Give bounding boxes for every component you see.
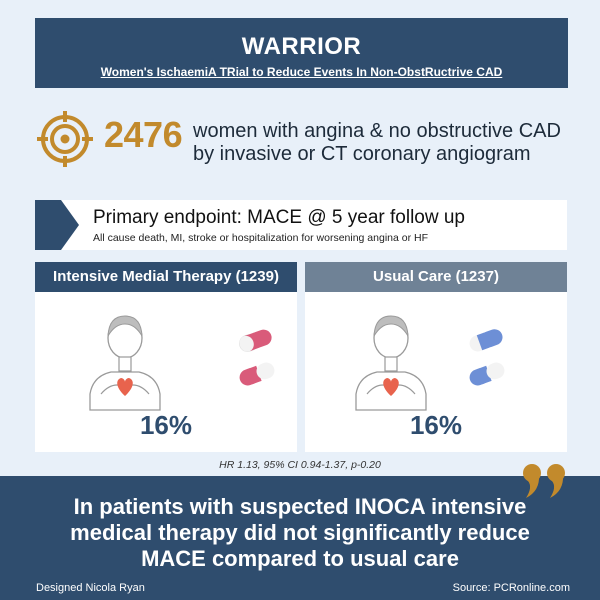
pill-icon-upper xyxy=(239,329,272,352)
conclusion-text: In patients with suspected INOCA intensi… xyxy=(20,494,580,572)
population-line-2: by invasive or CT coronary angiogram xyxy=(193,143,531,165)
conclusion-panel: In patients with suspected INOCA intensi… xyxy=(0,476,600,600)
pill-icon-lower xyxy=(239,362,275,386)
patient-with-pills-illustration xyxy=(89,315,275,411)
designer-credit: Designed Nicola Ryan xyxy=(36,582,145,594)
arm-usual-care-label: Usual Care (1237) xyxy=(305,262,567,292)
population-line-1: women with angina & no obstructive CAD xyxy=(193,120,561,142)
title-banner: WARRIOR Women's IschaemiA TRial to Reduc… xyxy=(35,18,568,88)
endpoint-title: Primary endpoint: MACE @ 5 year follow u… xyxy=(93,207,465,228)
patient-with-pills-illustration xyxy=(355,315,505,411)
trial-title: WARRIOR xyxy=(241,33,362,60)
quote-mark-icon xyxy=(523,464,565,498)
source-credit: Source: PCRonline.com xyxy=(452,582,570,594)
woman-icon xyxy=(355,315,427,411)
target-icon xyxy=(37,111,93,167)
conclusion-line-1: In patients with suspected INOCA intensi… xyxy=(73,494,527,519)
conclusion-line-3: MACE compared to usual care xyxy=(141,546,459,571)
pill-icon-upper xyxy=(469,329,503,352)
arm-intensive-label: Intensive Medial Therapy (1239) xyxy=(35,262,297,292)
chevron-right-icon xyxy=(35,200,79,250)
arm-intensive-panel: Intensive Medial Therapy (1239) 16% xyxy=(35,262,297,452)
hazard-ratio-stats: HR 1.13, 95% CI 0.94-1.37, p-0.20 xyxy=(219,459,381,471)
arm-intensive-mace-rate: 16% xyxy=(139,410,193,440)
primary-endpoint-box: Primary endpoint: MACE @ 5 year follow u… xyxy=(35,200,567,250)
trial-subtitle-text: Women's IschaemiA TRial to Reduce Events… xyxy=(100,65,503,79)
endpoint-definition: All cause death, MI, stroke or hospitali… xyxy=(93,232,429,244)
conclusion-line-2: medical therapy did not significantly re… xyxy=(70,520,530,545)
trial-subtitle: Women's IschaemiA TRial to Reduce Events… xyxy=(35,65,568,79)
arm-usual-care-panel: Usual Care (1237) 16% xyxy=(305,262,567,452)
pill-icon-lower xyxy=(469,362,505,386)
woman-icon xyxy=(89,315,161,411)
population-description: women with angina & no obstructive CAD b… xyxy=(193,120,561,166)
patient-count: 2476 xyxy=(104,114,183,155)
arm-usual-care-mace-rate: 16% xyxy=(409,410,463,440)
